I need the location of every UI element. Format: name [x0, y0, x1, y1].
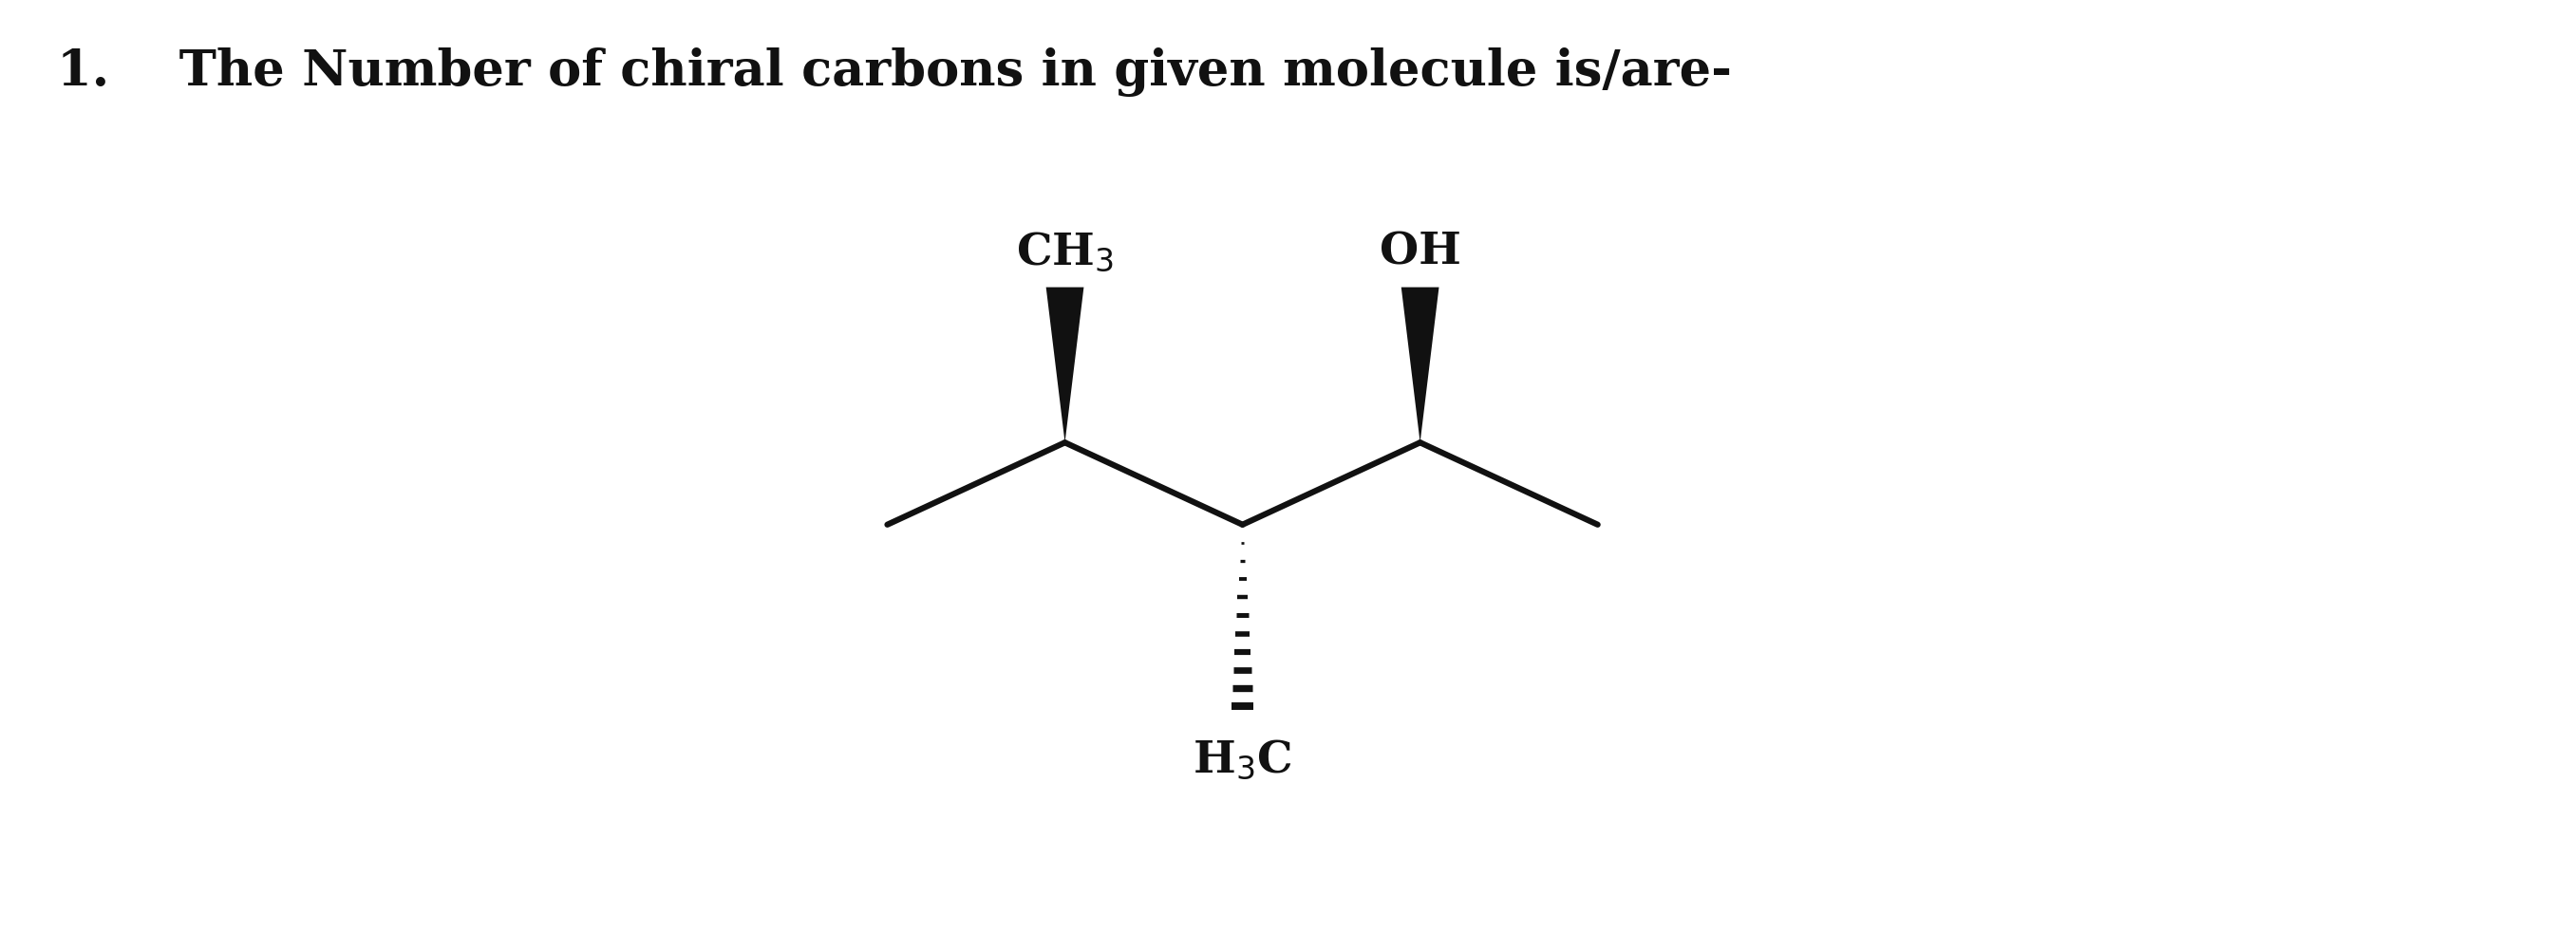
- Text: H$_3$C: H$_3$C: [1193, 738, 1293, 782]
- Text: OH: OH: [1378, 230, 1461, 274]
- Polygon shape: [1046, 287, 1084, 442]
- Text: 1.    The Number of chiral carbons in given molecule is/are-: 1. The Number of chiral carbons in given…: [57, 48, 1731, 97]
- Text: CH$_3$: CH$_3$: [1015, 230, 1113, 274]
- Polygon shape: [1401, 287, 1440, 442]
